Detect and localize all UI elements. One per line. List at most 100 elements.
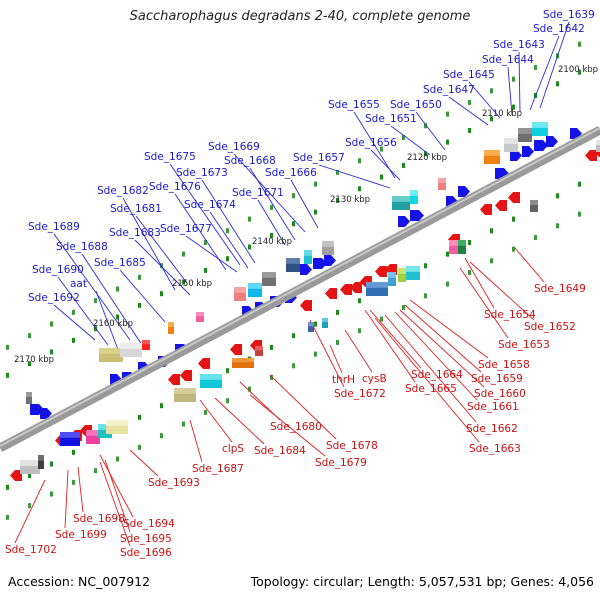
- gene-label[interactable]: Sde_1647: [423, 84, 475, 96]
- gene-label[interactable]: Sde_1671: [232, 187, 284, 199]
- gene-label[interactable]: Sde_1650: [390, 99, 442, 111]
- gene-block[interactable]: [366, 282, 388, 296]
- gene-label[interactable]: Sde_1695: [120, 533, 172, 545]
- gene-label[interactable]: Sde_1680: [270, 421, 322, 433]
- gene-label[interactable]: Sde_1652: [524, 321, 576, 333]
- gene-block[interactable]: [262, 272, 276, 286]
- gene-block[interactable]: [484, 150, 500, 164]
- gene-label[interactable]: Sde_1669: [208, 141, 260, 153]
- gene-block[interactable]: [38, 455, 44, 469]
- gene-arrow[interactable]: [508, 192, 520, 203]
- gene-label[interactable]: Sde_1679: [315, 457, 367, 469]
- gene-arrow[interactable]: [180, 370, 192, 381]
- gene-block[interactable]: [248, 283, 262, 297]
- gene-block[interactable]: [406, 266, 420, 280]
- gene-block[interactable]: [232, 358, 254, 368]
- gene-arrow[interactable]: [313, 258, 327, 269]
- gene-arrow[interactable]: [480, 204, 492, 215]
- gene-label[interactable]: Sde_1675: [144, 151, 196, 163]
- gene-label[interactable]: Sde_1693: [148, 477, 200, 489]
- gene-label[interactable]: Sde_1672: [334, 388, 386, 400]
- gene-label[interactable]: Sde_1658: [478, 359, 530, 371]
- gene-block[interactable]: [398, 268, 406, 282]
- gene-block[interactable]: [142, 340, 150, 350]
- gene-arrow[interactable]: [546, 136, 558, 147]
- gene-label[interactable]: Sde_1642: [533, 23, 585, 35]
- gene-label[interactable]: Sde_1678: [326, 440, 378, 452]
- gene-label[interactable]: Sde_1702: [5, 544, 57, 556]
- gene-label[interactable]: Sde_1676: [149, 181, 201, 193]
- gene-label[interactable]: Sde_1661: [467, 401, 519, 413]
- gene-block[interactable]: [120, 343, 142, 357]
- gene-label[interactable]: Sde_1673: [176, 167, 228, 179]
- gene-label[interactable]: Sde_1666: [265, 167, 317, 179]
- gene-arrow[interactable]: [350, 282, 362, 293]
- gene-block[interactable]: [304, 250, 312, 264]
- gene-block[interactable]: [504, 138, 518, 152]
- gene-label[interactable]: Sde_1644: [482, 54, 534, 66]
- gene-label[interactable]: Sde_1668: [224, 155, 276, 167]
- gene-label[interactable]: Sde_1662: [466, 423, 518, 435]
- gene-label[interactable]: Sde_1659: [471, 373, 523, 385]
- gene-arrow[interactable]: [458, 186, 470, 197]
- gene-label[interactable]: Sde_1645: [443, 69, 495, 81]
- gene-label[interactable]: Sde_1689: [28, 221, 80, 233]
- gene-label[interactable]: Sde_1655: [328, 99, 380, 111]
- gene-block[interactable]: [322, 241, 334, 255]
- gene-label[interactable]: Sde_1694: [123, 518, 175, 530]
- gene-label[interactable]: Sde_1696: [120, 547, 172, 559]
- gene-label[interactable]: Sde_1684: [254, 445, 306, 457]
- gene-label[interactable]: Sde_1682: [97, 185, 149, 197]
- gene-block[interactable]: [449, 240, 459, 254]
- gene-block[interactable]: [410, 190, 418, 204]
- gene-block[interactable]: [596, 140, 600, 152]
- gene-block[interactable]: [530, 200, 538, 212]
- gene-block[interactable]: [168, 322, 174, 334]
- gene-label[interactable]: Sde_1639: [543, 9, 595, 21]
- gene-arrow[interactable]: [522, 146, 534, 157]
- gene-label[interactable]: Sde_1681: [110, 203, 162, 215]
- gene-arrow[interactable]: [325, 288, 337, 299]
- gene-label[interactable]: Sde_1674: [184, 199, 236, 211]
- gene-arrow[interactable]: [40, 408, 52, 419]
- gene-block[interactable]: [86, 430, 100, 444]
- gene-label[interactable]: Sde_1643: [493, 39, 545, 51]
- gene-block[interactable]: [286, 258, 300, 272]
- gene-label[interactable]: Sde_1653: [498, 339, 550, 351]
- gene-label[interactable]: Sde_1665: [405, 383, 457, 395]
- gene-block[interactable]: [174, 388, 196, 402]
- gene-block[interactable]: [255, 346, 263, 356]
- gene-block[interactable]: [308, 322, 314, 332]
- gene-arrow[interactable]: [495, 200, 507, 211]
- gene-label[interactable]: Sde_1660: [474, 388, 526, 400]
- gene-block[interactable]: [518, 128, 532, 142]
- gene-block[interactable]: [26, 392, 32, 404]
- gene-label[interactable]: Sde_1699: [55, 529, 107, 541]
- gene-block[interactable]: [392, 196, 410, 210]
- gene-label[interactable]: Sde_1649: [534, 283, 586, 295]
- gene-arrow[interactable]: [410, 210, 424, 221]
- gene-block[interactable]: [388, 272, 396, 286]
- gene-block[interactable]: [60, 432, 80, 446]
- gene-arrow[interactable]: [300, 264, 312, 275]
- gene-label[interactable]: Sde_1692: [28, 292, 80, 304]
- gene-label[interactable]: Sde_1685: [94, 257, 146, 269]
- gene-label[interactable]: Sde_1664: [411, 369, 463, 381]
- gene-label[interactable]: Sde_1657: [293, 152, 345, 164]
- gene-block[interactable]: [106, 420, 128, 434]
- gene-block[interactable]: [200, 374, 222, 388]
- gene-arrow[interactable]: [300, 300, 312, 311]
- gene-label[interactable]: Sde_1677: [160, 223, 212, 235]
- gene-arrow[interactable]: [585, 150, 597, 161]
- gene-label[interactable]: clpS: [222, 443, 244, 455]
- gene-label[interactable]: thrH: [332, 374, 355, 386]
- gene-label[interactable]: cysB: [362, 373, 387, 385]
- gene-arrow[interactable]: [198, 358, 210, 369]
- gene-arrow[interactable]: [340, 284, 352, 295]
- gene-arrow[interactable]: [534, 140, 548, 151]
- gene-arrow[interactable]: [375, 266, 387, 277]
- gene-label[interactable]: Sde_1688: [56, 241, 108, 253]
- gene-label[interactable]: Sde_1698: [73, 513, 125, 525]
- gene-label[interactable]: Sde_1656: [345, 137, 397, 149]
- gene-arrow[interactable]: [168, 374, 180, 385]
